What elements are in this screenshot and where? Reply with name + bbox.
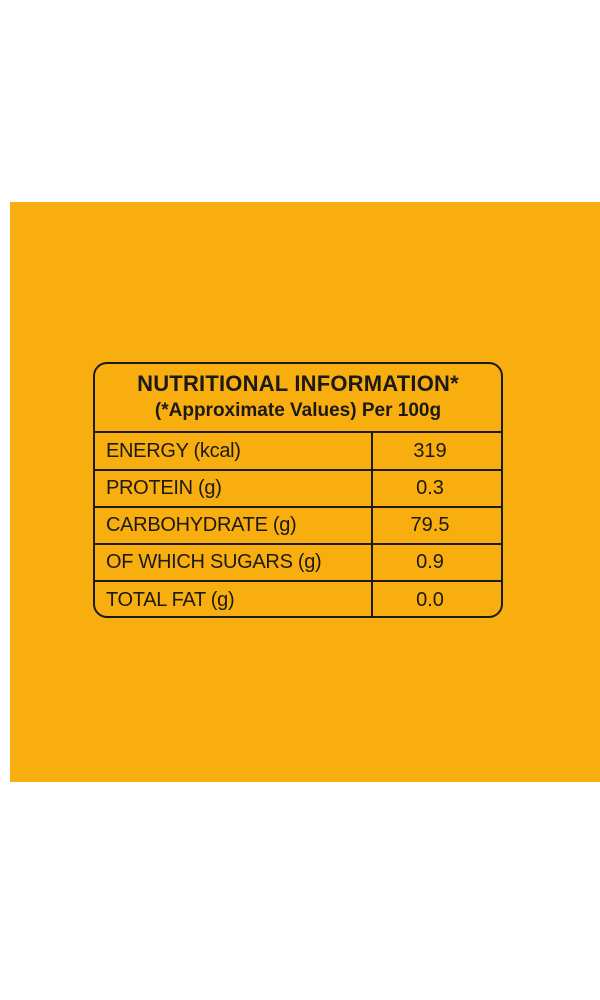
nutrition-table: ENERGY (kcal) 319 PROTEIN (g) 0.3 CARBOH… [95, 433, 501, 616]
nutrition-label: NUTRITIONAL INFORMATION* (*Approximate V… [93, 362, 503, 618]
table-row: CARBOHYDRATE (g) 79.5 [95, 506, 501, 544]
nutrient-value: 0.9 [372, 543, 501, 581]
nutrient-name: CARBOHYDRATE (g) [95, 506, 373, 544]
table-row: ENERGY (kcal) 319 [95, 433, 501, 470]
table-row: OF WHICH SUGARS (g) 0.9 [95, 543, 501, 581]
nutrient-name: PROTEIN (g) [95, 469, 373, 507]
nutrition-label-header: NUTRITIONAL INFORMATION* (*Approximate V… [95, 364, 501, 433]
nutrient-value: 0.0 [372, 580, 501, 616]
nutrient-name: TOTAL FAT (g) [95, 580, 373, 616]
nutrient-name: OF WHICH SUGARS (g) [95, 543, 373, 581]
table-row: TOTAL FAT (g) 0.0 [95, 580, 501, 616]
table-row: PROTEIN (g) 0.3 [95, 469, 501, 507]
nutrient-value: 0.3 [372, 469, 501, 507]
nutrient-value: 319 [413, 439, 447, 462]
nutrition-subtitle: (*Approximate Values) Per 100g [154, 400, 442, 421]
nutrition-title: NUTRITIONAL INFORMATION* [137, 371, 459, 396]
nutrient-value: 79.5 [372, 506, 501, 544]
nutrient-name: ENERGY (kcal) [95, 433, 373, 470]
